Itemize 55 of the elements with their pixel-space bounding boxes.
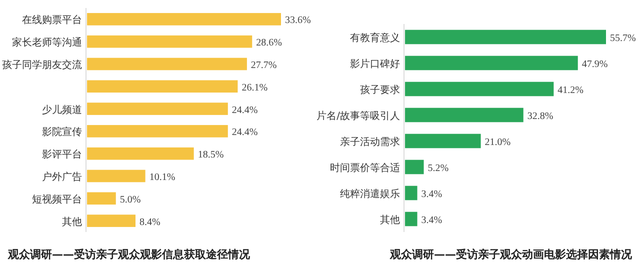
bar — [405, 134, 481, 148]
bar — [405, 30, 606, 44]
bar — [87, 170, 146, 182]
bar — [405, 56, 578, 70]
y-tick-label: 短视频平台 — [32, 193, 82, 206]
data-label: 5.0% — [120, 194, 141, 206]
text: 观众调研——受访亲子观众动画电影选择因素情况 — [389, 248, 633, 261]
y-tick-label: 其他 — [62, 216, 82, 228]
y-tick-label: 片名/故事等吸引人 — [316, 110, 400, 122]
bar — [405, 212, 418, 226]
bar — [87, 35, 252, 48]
data-label: 55.7% — [610, 33, 636, 44]
data-label: 5.2% — [428, 163, 449, 174]
y-tick-label: 有教育意义 — [350, 32, 400, 44]
data-label: 8.4% — [140, 216, 160, 228]
data-label: 24.4% — [232, 104, 258, 116]
bar — [405, 82, 554, 96]
bar — [405, 160, 424, 174]
data-label: 24.4% — [232, 127, 258, 138]
data-label: 32.8% — [527, 111, 554, 122]
y-tick-label: 户外广告 — [42, 171, 82, 183]
data-label: 33.6% — [285, 15, 311, 26]
y-tick-label: 亲子活动需求 — [340, 136, 400, 148]
data-label: 27.7% — [250, 60, 277, 71]
y-tick-label: 时间票价等合适 — [330, 162, 400, 174]
y-tick-label: 孩子要求 — [360, 84, 400, 96]
data-label: 3.4% — [421, 189, 442, 200]
bar — [87, 192, 116, 205]
bar — [87, 13, 281, 26]
data-label: 41.2% — [558, 85, 584, 96]
bar — [87, 125, 228, 138]
data-label: 3.4% — [421, 215, 442, 226]
text: 观众调研——受访亲子观众观影信息获取途径情况 — [7, 248, 251, 261]
data-label: 18.5% — [198, 150, 224, 161]
bar — [405, 108, 524, 122]
y-tick-label: 孩子同学朋友交流 — [2, 59, 82, 71]
bar — [87, 214, 136, 227]
bar — [87, 58, 247, 70]
bar — [87, 102, 228, 115]
data-label: 26.1% — [242, 82, 268, 94]
y-tick-label: 纯粹消遣娱乐 — [340, 188, 400, 200]
bar — [87, 147, 194, 160]
data-label: 21.0% — [484, 137, 511, 148]
data-label: 10.1% — [149, 172, 176, 183]
y-tick-label: 少儿频道 — [42, 104, 82, 116]
y-tick-label: 在线购票平台 — [22, 14, 82, 26]
data-label: 28.6% — [256, 38, 282, 49]
y-tick-label: 影院宣传 — [42, 126, 82, 138]
y-tick-label: 其他 — [380, 214, 400, 226]
y-tick-label: 家长老师等沟通 — [12, 36, 82, 49]
bar — [405, 186, 418, 200]
bar — [87, 80, 238, 93]
y-tick-label: 影片口碑好 — [350, 58, 400, 70]
data-label: 47.9% — [582, 59, 608, 70]
y-tick-label: 影评平台 — [42, 148, 82, 161]
